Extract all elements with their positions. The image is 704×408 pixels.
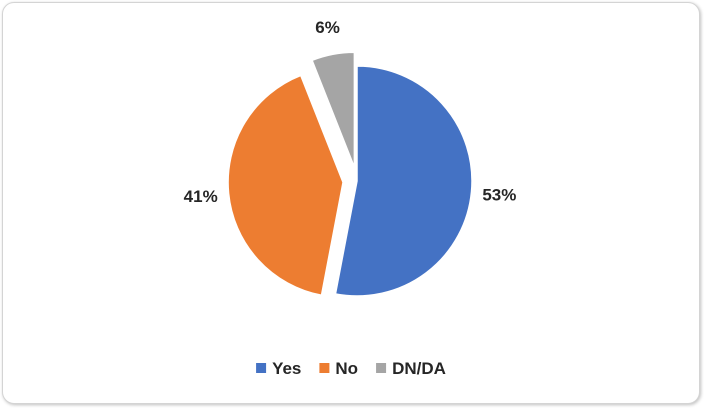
pie-slices <box>227 51 473 297</box>
data-label-dn-da: 6% <box>315 18 340 37</box>
legend-item-dn-da: DN/DA <box>376 359 446 378</box>
legend-label: DN/DA <box>392 359 446 378</box>
legend-marker <box>256 363 267 373</box>
data-label-no: 41% <box>184 187 218 206</box>
legend-marker <box>376 363 387 373</box>
legend-label: No <box>335 359 358 378</box>
legend-item-no: No <box>319 359 358 378</box>
legend-item-yes: Yes <box>256 359 301 378</box>
pie-slice-dn-da <box>311 51 356 168</box>
legend-marker <box>319 363 330 373</box>
legend-label: Yes <box>272 359 301 378</box>
data-labels: 53% 41% 6% <box>184 18 517 206</box>
pie-chart: 53% 41% 6% Yes No DN/DA <box>184 18 517 378</box>
pie-slice-yes <box>334 65 473 297</box>
data-label-yes: 53% <box>482 185 516 204</box>
legend: Yes No DN/DA <box>256 359 446 378</box>
pie-slice-no <box>227 74 344 297</box>
chart-container: 53% 41% 6% Yes No DN/DA <box>2 2 700 404</box>
